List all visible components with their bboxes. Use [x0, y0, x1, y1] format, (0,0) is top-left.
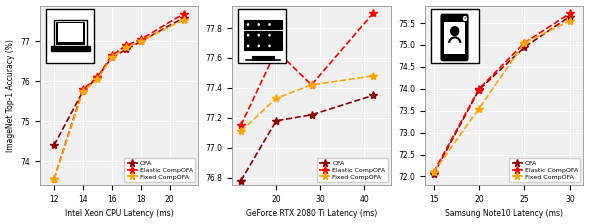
- Elastic CompOFA: [521, 41, 528, 44]
- Y-axis label: ImageNet Top-1 Accuracy (%): ImageNet Top-1 Accuracy (%): [5, 39, 15, 152]
- Elastic CompOFA: [123, 44, 130, 47]
- OFA: [521, 46, 528, 49]
- OFA: [475, 88, 482, 91]
- Text: *: *: [464, 16, 466, 21]
- Bar: [51, 46, 90, 51]
- Fixed CompOFA: [108, 56, 115, 59]
- Circle shape: [257, 23, 260, 26]
- Bar: [58, 23, 82, 42]
- Elastic CompOFA: [94, 76, 101, 79]
- OFA: [180, 16, 187, 19]
- X-axis label: GeForce RTX 2080 Ti Latency (ms): GeForce RTX 2080 Ti Latency (ms): [246, 209, 377, 218]
- Circle shape: [268, 23, 271, 26]
- Fixed CompOFA: [370, 75, 377, 77]
- Circle shape: [257, 34, 260, 37]
- Elastic CompOFA: [80, 88, 87, 91]
- Fixed CompOFA: [123, 46, 130, 49]
- Elastic CompOFA: [273, 49, 280, 52]
- Elastic CompOFA: [237, 124, 244, 127]
- Elastic CompOFA: [180, 12, 187, 15]
- Line: Elastic CompOFA: Elastic CompOFA: [50, 9, 188, 183]
- Bar: [54, 20, 87, 47]
- OFA: [237, 179, 244, 182]
- Fixed CompOFA: [51, 178, 58, 181]
- Bar: [431, 9, 479, 63]
- Circle shape: [247, 44, 249, 47]
- Bar: [252, 56, 274, 60]
- Legend: OFA, Elastic CompOFA, Fixed CompOFA: OFA, Elastic CompOFA, Fixed CompOFA: [509, 158, 580, 182]
- Line: OFA: OFA: [429, 12, 574, 178]
- Elastic CompOFA: [430, 171, 437, 173]
- Line: Fixed CompOFA: Fixed CompOFA: [50, 15, 188, 183]
- Elastic CompOFA: [137, 38, 144, 41]
- OFA: [80, 90, 87, 93]
- Elastic CompOFA: [308, 84, 315, 86]
- Circle shape: [257, 44, 260, 47]
- Bar: [46, 9, 94, 63]
- Fixed CompOFA: [94, 78, 101, 81]
- OFA: [308, 114, 315, 116]
- Circle shape: [268, 34, 271, 37]
- Bar: [244, 31, 282, 40]
- Fixed CompOFA: [273, 97, 280, 100]
- Circle shape: [462, 15, 468, 22]
- Elastic CompOFA: [566, 12, 573, 15]
- Circle shape: [268, 44, 271, 47]
- Bar: [239, 9, 286, 63]
- Elastic CompOFA: [475, 87, 482, 90]
- Bar: [56, 22, 85, 45]
- Circle shape: [247, 34, 249, 37]
- Fixed CompOFA: [137, 40, 144, 43]
- Elastic CompOFA: [51, 178, 58, 181]
- OFA: [137, 40, 144, 43]
- OFA: [51, 144, 58, 146]
- Line: Elastic CompOFA: Elastic CompOFA: [237, 9, 378, 129]
- OFA: [108, 56, 115, 59]
- Line: Elastic CompOFA: Elastic CompOFA: [429, 9, 574, 176]
- Fixed CompOFA: [80, 90, 87, 93]
- Line: OFA: OFA: [237, 91, 378, 185]
- X-axis label: Intel Xeon CPU Latency (ms): Intel Xeon CPU Latency (ms): [65, 209, 173, 218]
- Elastic CompOFA: [108, 54, 115, 57]
- Elastic CompOFA: [370, 12, 377, 14]
- FancyBboxPatch shape: [441, 14, 468, 61]
- Circle shape: [247, 23, 249, 26]
- OFA: [370, 94, 377, 97]
- X-axis label: Samsung Note10 Latency (ms): Samsung Note10 Latency (ms): [445, 209, 563, 218]
- OFA: [566, 15, 573, 18]
- OFA: [273, 119, 280, 122]
- Legend: OFA, Elastic CompOFA, Fixed CompOFA: OFA, Elastic CompOFA, Fixed CompOFA: [124, 158, 196, 182]
- OFA: [123, 48, 130, 51]
- Line: OFA: OFA: [50, 13, 188, 149]
- Bar: [244, 20, 282, 29]
- Legend: OFA, Elastic CompOFA, Fixed CompOFA: OFA, Elastic CompOFA, Fixed CompOFA: [316, 158, 388, 182]
- Line: Fixed CompOFA: Fixed CompOFA: [237, 72, 378, 136]
- Fixed CompOFA: [237, 130, 244, 133]
- Bar: [244, 41, 282, 50]
- Fixed CompOFA: [566, 19, 573, 22]
- Line: Fixed CompOFA: Fixed CompOFA: [429, 17, 574, 176]
- Fixed CompOFA: [430, 171, 437, 173]
- Fixed CompOFA: [180, 18, 187, 21]
- Bar: [445, 22, 465, 54]
- Circle shape: [451, 27, 459, 36]
- Fixed CompOFA: [308, 84, 315, 86]
- Fixed CompOFA: [475, 107, 482, 110]
- OFA: [430, 173, 437, 176]
- OFA: [94, 76, 101, 79]
- Fixed CompOFA: [521, 41, 528, 44]
